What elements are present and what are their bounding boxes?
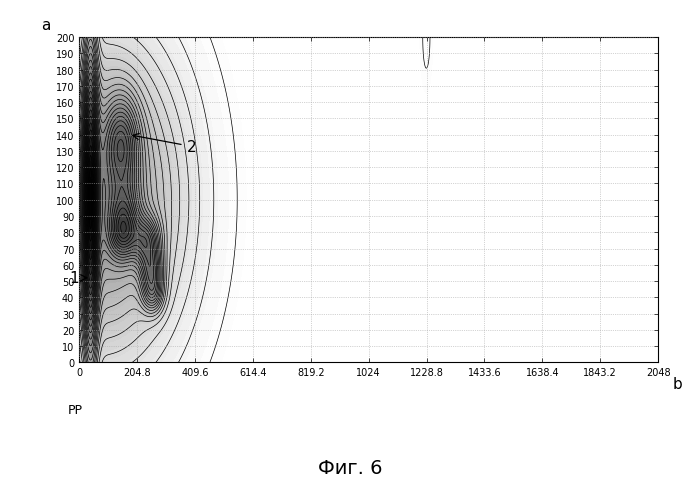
Text: b: b	[673, 376, 682, 391]
Text: a: a	[41, 18, 50, 33]
Text: PP: PP	[68, 403, 83, 416]
Text: Фиг. 6: Фиг. 6	[318, 458, 382, 477]
Text: 1: 1	[69, 271, 87, 286]
Text: 2: 2	[133, 134, 196, 155]
